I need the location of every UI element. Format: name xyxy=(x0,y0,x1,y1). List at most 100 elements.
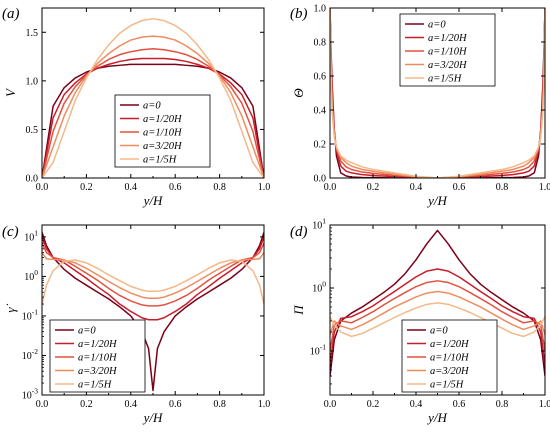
legend-label-3-4: a=1/5H xyxy=(430,380,465,391)
y-tick-label-1-1: 0.2 xyxy=(314,140,327,151)
panel-1: 0.0 0.2 0.4 0.6 0.8 1.0 0.0 0.2 0.4 0.6 0.8 1.0 y/H Θ… xyxy=(290,4,550,209)
y-tick-label-1-4: 0.8 xyxy=(314,38,327,49)
series-line-2-0 xyxy=(42,232,264,392)
panel-label-1: (b) xyxy=(290,6,308,22)
y-tick-label-1-3: 0.6 xyxy=(314,72,327,83)
y-axis-label-3: Π xyxy=(291,304,306,316)
series-line-2-3 xyxy=(42,252,264,300)
series-line-3-4 xyxy=(330,302,545,338)
legend-label-2-1: a=1/20H xyxy=(78,339,118,350)
x-tick-label-0-2: 0.4 xyxy=(125,182,138,193)
y-tick-label-2-1: 10-2 xyxy=(22,347,38,362)
x-tick-label-1-5: 1.0 xyxy=(539,182,550,193)
x-tick-label-1-2: 0.4 xyxy=(410,182,423,193)
y-tick-label-2-2: 10-1 xyxy=(22,307,38,322)
series-line-0-2 xyxy=(42,48,264,178)
y-tick-label-0-2: 1.0 xyxy=(26,76,39,87)
y-tick-label-2-3: 100 xyxy=(24,268,38,283)
legend-label-1-4: a=1/5H xyxy=(428,74,463,85)
series-line-2-4 xyxy=(42,259,264,305)
series-line-0-3 xyxy=(42,35,264,178)
series-line-1-0 xyxy=(330,8,545,178)
legend-box-1 xyxy=(399,13,496,87)
legend-label-0-4: a=1/5H xyxy=(143,155,178,166)
legend-label-1-0: a=0 xyxy=(428,20,446,31)
panel-label-2: (c) xyxy=(2,224,19,240)
x-tick-label-1-4: 0.8 xyxy=(496,182,509,193)
x-tick-label-0-5: 1.0 xyxy=(258,182,271,193)
y-tick-label-1-5: 1.0 xyxy=(314,4,327,15)
series-line-3-3 xyxy=(330,290,545,336)
series-line-0-0 xyxy=(42,63,264,178)
legend-box-2 xyxy=(49,319,146,393)
x-tick-label-2-3: 0.6 xyxy=(169,399,182,410)
panel-label-0: (a) xyxy=(2,6,20,22)
y-tick-exponent-3-0: -1 xyxy=(320,342,326,351)
legend-label-0-2: a=1/10H xyxy=(143,128,183,139)
x-tick-label-2-1: 0.2 xyxy=(80,399,93,410)
panel-0: 0.0 0.2 0.4 0.6 0.8 1.0 0.0 0.5 1.0 1.5 y/H V (a) a=0… xyxy=(2,6,270,208)
y-tick-label-1-0: 0.0 xyxy=(314,174,327,185)
x-tick-label-1-0: 0.0 xyxy=(324,182,337,193)
x-tick-label-3-4: 0.8 xyxy=(496,399,509,410)
x-axis-label-0: y/H xyxy=(142,193,163,208)
x-tick-label-3-2: 0.4 xyxy=(410,399,423,410)
x-tick-label-3-5: 1.0 xyxy=(539,399,550,410)
x-axis-label-3: y/H xyxy=(426,410,447,425)
y-tick-exponent-2-1: -2 xyxy=(32,347,38,356)
x-tick-label-2-2: 0.4 xyxy=(125,399,138,410)
y-tick-label-2-4: 101 xyxy=(24,228,38,243)
x-tick-label-3-1: 0.2 xyxy=(367,399,380,410)
series-line-0-1 xyxy=(42,57,264,178)
y-tick-exponent-2-3: 0 xyxy=(34,268,38,277)
series-line-3-2 xyxy=(330,280,545,352)
x-axis-label-2: y/H xyxy=(142,410,163,425)
legend-label-2-4: a=1/5H xyxy=(78,380,113,391)
x-axis-label-1: y/H xyxy=(426,193,447,208)
y-tick-label-0-0: 0.0 xyxy=(26,174,39,185)
x-tick-label-3-0: 0.0 xyxy=(324,399,337,410)
panel-3: 0.0 0.2 0.4 0.6 0.8 1.010-1100101y/HΠ(d)a=0a=… xyxy=(290,217,550,426)
y-axis-label-0: V xyxy=(3,87,18,97)
legend-label-0-3: a=3/20H xyxy=(143,141,183,152)
series-line-1-4 xyxy=(330,8,545,178)
legend-label-2-2: a=1/10H xyxy=(78,353,118,364)
x-tick-label-2-5: 1.0 xyxy=(258,399,271,410)
legend-label-1-1: a=1/20H xyxy=(428,33,468,44)
series-line-3-0 xyxy=(330,229,545,377)
legend-label-3-1: a=1/20H xyxy=(430,339,470,350)
y-tick-exponent-2-2: -1 xyxy=(32,307,38,316)
legend-label-2-3: a=3/20H xyxy=(78,366,118,377)
y-tick-exponent-2-0: -3 xyxy=(32,387,38,396)
x-tick-label-3-3: 0.6 xyxy=(453,399,466,410)
legend-box-0 xyxy=(114,94,211,168)
y-tick-label-3-1: 100 xyxy=(312,279,326,294)
legend-box-3 xyxy=(401,319,498,393)
x-tick-label-2-0: 0.0 xyxy=(36,399,49,410)
legend-label-0-1: a=1/20H xyxy=(143,114,183,125)
y-tick-exponent-2-4: 1 xyxy=(34,228,38,237)
y-tick-label-3-2: 101 xyxy=(312,217,326,232)
x-tick-label-2-4: 0.8 xyxy=(213,399,226,410)
y-tick-label-0-1: 0.5 xyxy=(26,125,39,136)
y-axis-label-2: γ̇ xyxy=(3,303,18,312)
legend-label-1-3: a=3/20H xyxy=(428,60,468,71)
x-tick-label-0-0: 0.0 xyxy=(36,182,49,193)
y-tick-label-3-0: 10-1 xyxy=(310,342,326,357)
y-axis-label-1: Θ xyxy=(291,88,306,98)
series-line-3-1 xyxy=(330,268,545,366)
y-tick-exponent-3-1: 0 xyxy=(322,279,326,288)
legend-label-3-3: a=3/20H xyxy=(430,366,470,377)
legend-label-3-0: a=0 xyxy=(430,326,448,337)
series-line-0-4 xyxy=(42,17,264,178)
panel-2: 0.0 0.2 0.4 0.6 0.8 1.0 1 0 -3 10-2 10-1 100 101 y/H γ… xyxy=(2,224,270,425)
y-tick-exponent-3-2: 1 xyxy=(322,217,326,226)
legend-label-3-2: a=1/10H xyxy=(430,353,470,364)
series-line-2-2 xyxy=(42,242,264,307)
legend-label-0-0: a=0 xyxy=(143,101,161,112)
x-tick-label-0-3: 0.6 xyxy=(169,182,182,193)
panel-label-3: (d) xyxy=(290,224,308,240)
x-tick-label-0-4: 0.8 xyxy=(213,182,226,193)
